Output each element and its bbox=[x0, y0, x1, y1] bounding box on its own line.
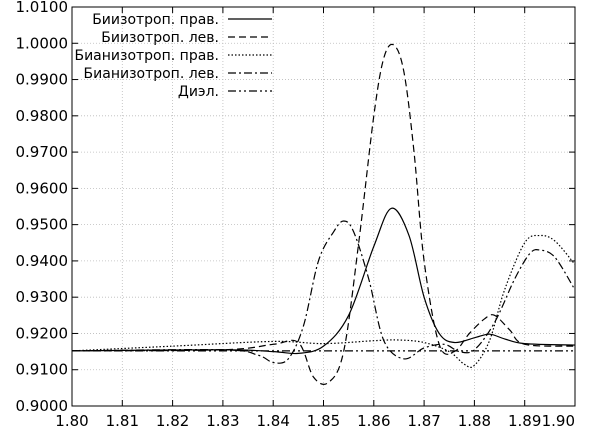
x-tick-label: 1.81 bbox=[106, 412, 139, 430]
series-line-4 bbox=[71, 220, 576, 364]
x-tick-label: 1.85 bbox=[307, 412, 340, 430]
x-tick-label: 1.80 bbox=[55, 412, 88, 430]
x-tick-label: 1.90 bbox=[542, 412, 575, 430]
y-tick-label: 1.0000 bbox=[16, 34, 69, 52]
x-tick-label: 1.83 bbox=[206, 412, 239, 430]
grid-lines bbox=[72, 7, 575, 406]
y-tick-label: 0.9800 bbox=[16, 107, 69, 125]
x-tick-label: 1.88 bbox=[458, 412, 491, 430]
legend: Биизотроп. прав. Биизотроп. лев. Бианизотр… bbox=[74, 12, 272, 100]
x-tick-label: 1.87 bbox=[407, 412, 440, 430]
y-tick-label: 0.9100 bbox=[16, 361, 69, 379]
x-tick-label: 1.82 bbox=[156, 412, 189, 430]
y-tick-label: 0.9200 bbox=[16, 324, 69, 342]
x-axis-ticks: 1.80 1.81 1.82 1.83 1.84 1.85 1.86 1.87 1.88 1.89… bbox=[55, 7, 576, 430]
y-tick-label: 0.9000 bbox=[16, 397, 69, 415]
legend-label: Биизотроп. лев. bbox=[101, 30, 219, 46]
y-tick-label: 0.9400 bbox=[16, 252, 69, 270]
legend-label: Диэл. bbox=[178, 84, 219, 100]
legend-label: Бианизотроп. прав. bbox=[74, 48, 219, 64]
x-tick-label: 1.86 bbox=[357, 412, 390, 430]
y-tick-label: 0.9500 bbox=[16, 216, 69, 234]
legend-label: Биизотроп. прав. bbox=[92, 12, 219, 28]
y-tick-label: 0.9700 bbox=[16, 143, 69, 161]
y-tick-label: 0.9900 bbox=[16, 71, 69, 89]
x-tick-label: 1.84 bbox=[256, 412, 289, 430]
series-line-3 bbox=[71, 234, 576, 368]
x-tick-label: 1.89 bbox=[508, 412, 541, 430]
y-axis-ticks: 0.9000 0.9100 0.9200 0.9300 0.9400 0.9500 0.96… bbox=[16, 0, 575, 415]
series-line-1 bbox=[71, 207, 576, 355]
series-lines bbox=[71, 43, 576, 385]
y-tick-label: 0.9600 bbox=[16, 179, 69, 197]
y-tick-label: 1.0100 bbox=[16, 0, 69, 16]
legend-label: Бианизотроп. лев. bbox=[84, 66, 219, 82]
y-tick-label: 0.9300 bbox=[16, 288, 69, 306]
series-line-2 bbox=[71, 43, 576, 385]
